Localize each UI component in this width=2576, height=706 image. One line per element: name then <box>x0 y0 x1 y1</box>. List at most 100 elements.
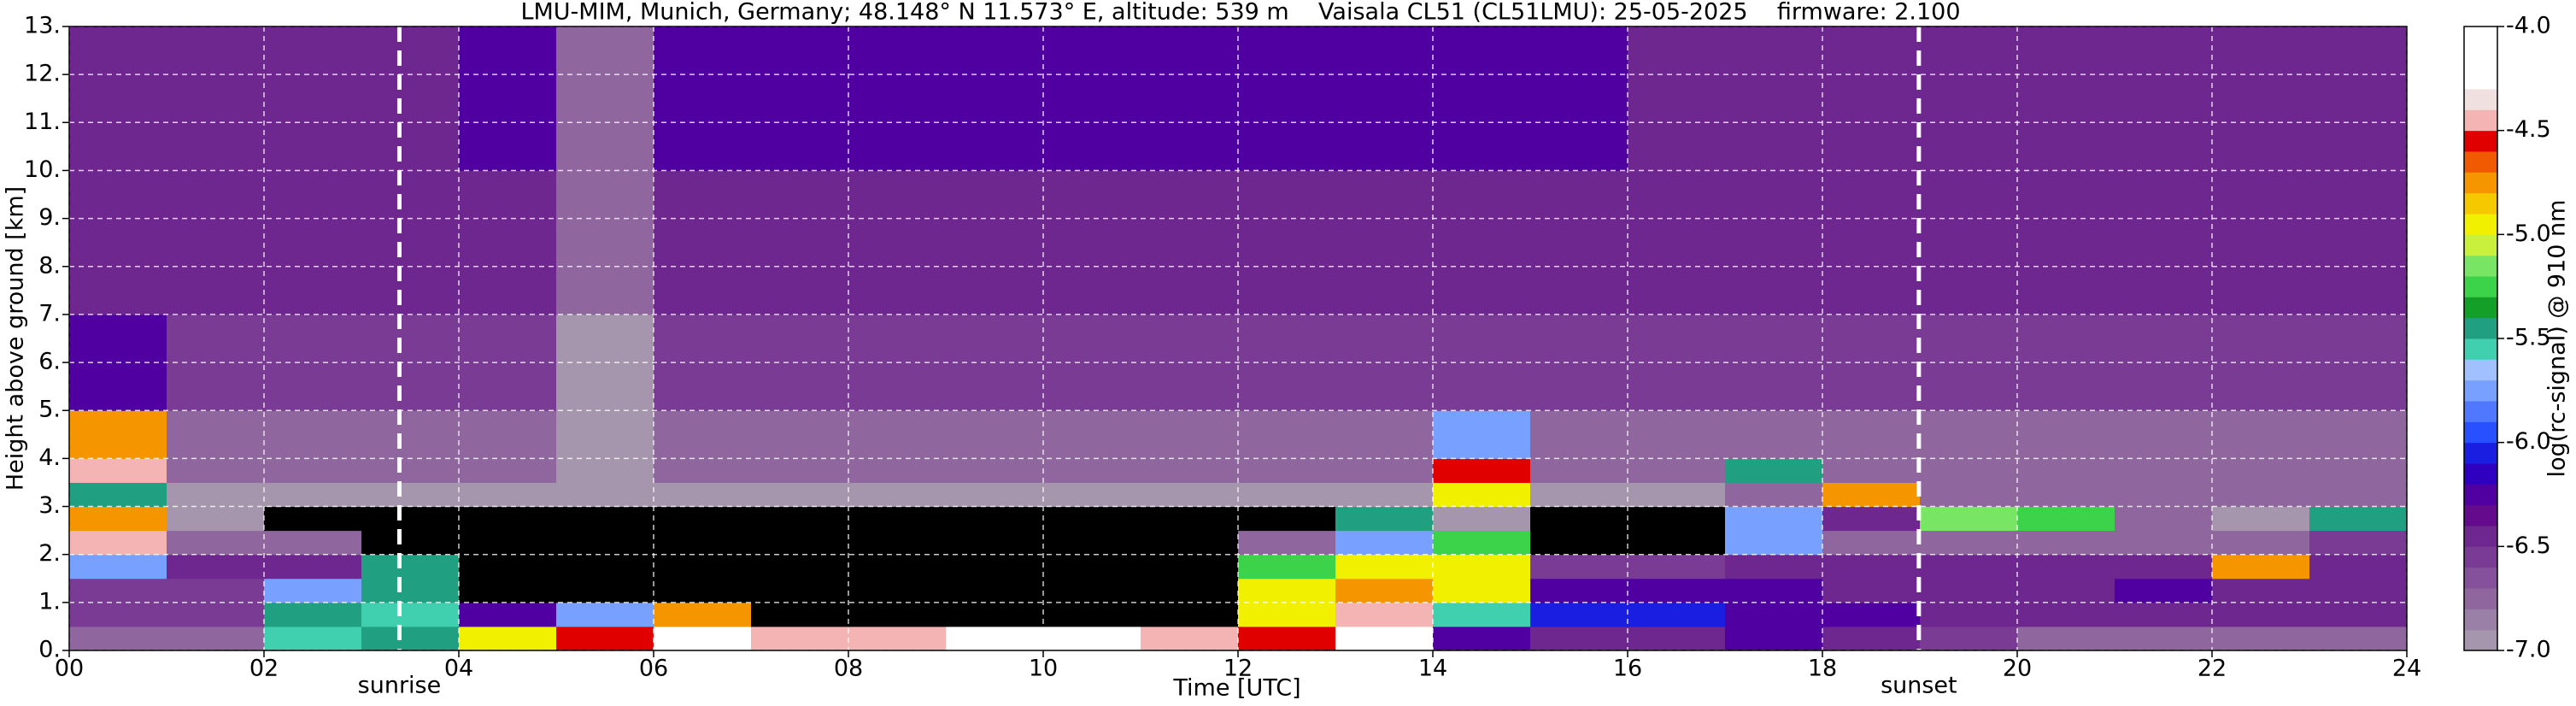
heatmap-cell <box>1628 554 1726 580</box>
heatmap-cell <box>1335 506 1434 532</box>
heatmap-cell <box>2115 482 2213 508</box>
heatmap-cell <box>1335 458 1434 483</box>
heatmap-cell <box>848 578 947 603</box>
heatmap-cell <box>1920 626 2018 651</box>
heatmap-cell <box>2115 26 2213 171</box>
heatmap-cell <box>654 410 752 459</box>
heatmap-cell <box>556 458 654 483</box>
x-tick-label: 10 <box>1029 656 1058 682</box>
heatmap-cell <box>556 602 654 627</box>
heatmap-cell <box>848 170 947 315</box>
heatmap-cell <box>848 602 947 627</box>
heatmap-cell <box>264 530 362 556</box>
heatmap-cell <box>264 626 362 651</box>
heatmap-cell <box>1043 170 1141 315</box>
heatmap-cell <box>556 506 654 532</box>
heatmap-cell <box>167 530 265 556</box>
heatmap-cell <box>654 170 752 315</box>
heatmap-cell <box>167 170 265 315</box>
heatmap-cell <box>69 578 167 603</box>
heatmap-cell <box>751 26 849 171</box>
heatmap-cell <box>1725 170 1823 315</box>
heatmap-cell <box>459 26 557 171</box>
heatmap-cell <box>69 554 167 580</box>
heatmap-cell <box>848 506 947 532</box>
colorbar-tick-label: -6.0 <box>2506 428 2551 455</box>
heatmap-cell <box>361 554 460 580</box>
heatmap-cell <box>361 626 460 651</box>
heatmap-cell <box>459 602 557 627</box>
heatmap-cell <box>2115 458 2213 483</box>
colorbar-band <box>2464 276 2497 297</box>
heatmap-cell <box>1628 410 1726 459</box>
colorbar-band <box>2464 401 2497 422</box>
x-tick-label: 14 <box>1418 656 1447 682</box>
heatmap-cell <box>167 458 265 483</box>
heatmap-cell <box>1043 554 1141 580</box>
x-tick-label: 16 <box>1613 656 1642 682</box>
heatmap-cell <box>1920 410 2018 459</box>
colorbar-band <box>2464 338 2497 360</box>
heatmap-cell <box>1530 410 1628 459</box>
y-tick-label: 3. <box>38 492 61 519</box>
heatmap-cell <box>1530 530 1628 556</box>
heatmap-cell <box>1238 410 1336 459</box>
heatmap-cell <box>2017 458 2115 483</box>
heatmap-cell <box>2115 410 2213 459</box>
heatmap-cell <box>361 530 460 556</box>
colorbar-band <box>2464 130 2497 152</box>
heatmap-cell <box>2115 170 2213 315</box>
heatmap-cell <box>2309 626 2408 651</box>
heatmap-cell <box>946 506 1044 532</box>
heatmap-cell <box>264 554 362 580</box>
heatmap-cell <box>1335 578 1434 603</box>
heatmap-cell <box>361 506 460 532</box>
colorbar-tick-label: -7.0 <box>2506 637 2551 663</box>
heatmap-cell <box>1725 26 1823 171</box>
colorbar-band <box>2464 504 2497 527</box>
y-tick-label: 7. <box>38 300 61 327</box>
chart-title: LMU-MIM, Munich, Germany; 48.148° N 11.5… <box>520 0 1960 26</box>
heatmap-cell <box>848 458 947 483</box>
heatmap-cell <box>2309 506 2408 532</box>
heatmap-cell <box>69 410 167 459</box>
heatmap-cell <box>2212 410 2310 459</box>
x-tick-label: 22 <box>2198 656 2227 682</box>
heatmap-cell <box>1141 26 1239 171</box>
heatmap-cell <box>264 578 362 603</box>
heatmap-cell <box>1530 170 1628 315</box>
heatmap-cell <box>946 626 1044 651</box>
heatmap-cell <box>1141 602 1239 627</box>
heatmap-cell <box>1433 554 1531 580</box>
heatmap-cell <box>1335 626 1434 651</box>
heatmap-cell <box>946 602 1044 627</box>
heatmap-cell <box>751 482 849 508</box>
colorbar-tick-label: -5.5 <box>2506 325 2551 351</box>
heatmap-cell <box>264 170 362 315</box>
heatmap-cell <box>1725 578 1823 603</box>
heatmap-cell <box>167 602 265 627</box>
x-tick-label: 12 <box>1223 656 1253 682</box>
x-tick-label: 24 <box>2392 656 2421 682</box>
heatmap-cell <box>69 458 167 483</box>
heatmap-cell <box>654 578 752 603</box>
heatmap-cell <box>459 626 557 651</box>
heatmap-cell <box>1822 26 1921 171</box>
annotation-label: sunrise <box>358 673 442 699</box>
heatmap-cell <box>1822 530 1921 556</box>
heatmap-cell <box>1628 26 1726 171</box>
heatmap-cell <box>1530 554 1628 580</box>
x-axis-label: Time [UTC] <box>1172 675 1300 702</box>
heatmap-cell <box>751 170 849 315</box>
colorbar-band <box>2464 68 2497 90</box>
heatmap-cell <box>751 578 849 603</box>
heatmap-cell <box>1530 506 1628 532</box>
heatmap-cell <box>556 482 654 508</box>
heatmap-cell <box>848 554 947 580</box>
heatmap-cell <box>167 626 265 651</box>
heatmap-cell <box>1822 410 1921 459</box>
heatmap-cell <box>1238 482 1336 508</box>
x-tick-label: 04 <box>444 656 473 682</box>
heatmap-cell <box>361 482 460 508</box>
heatmap-cell <box>2212 506 2310 532</box>
